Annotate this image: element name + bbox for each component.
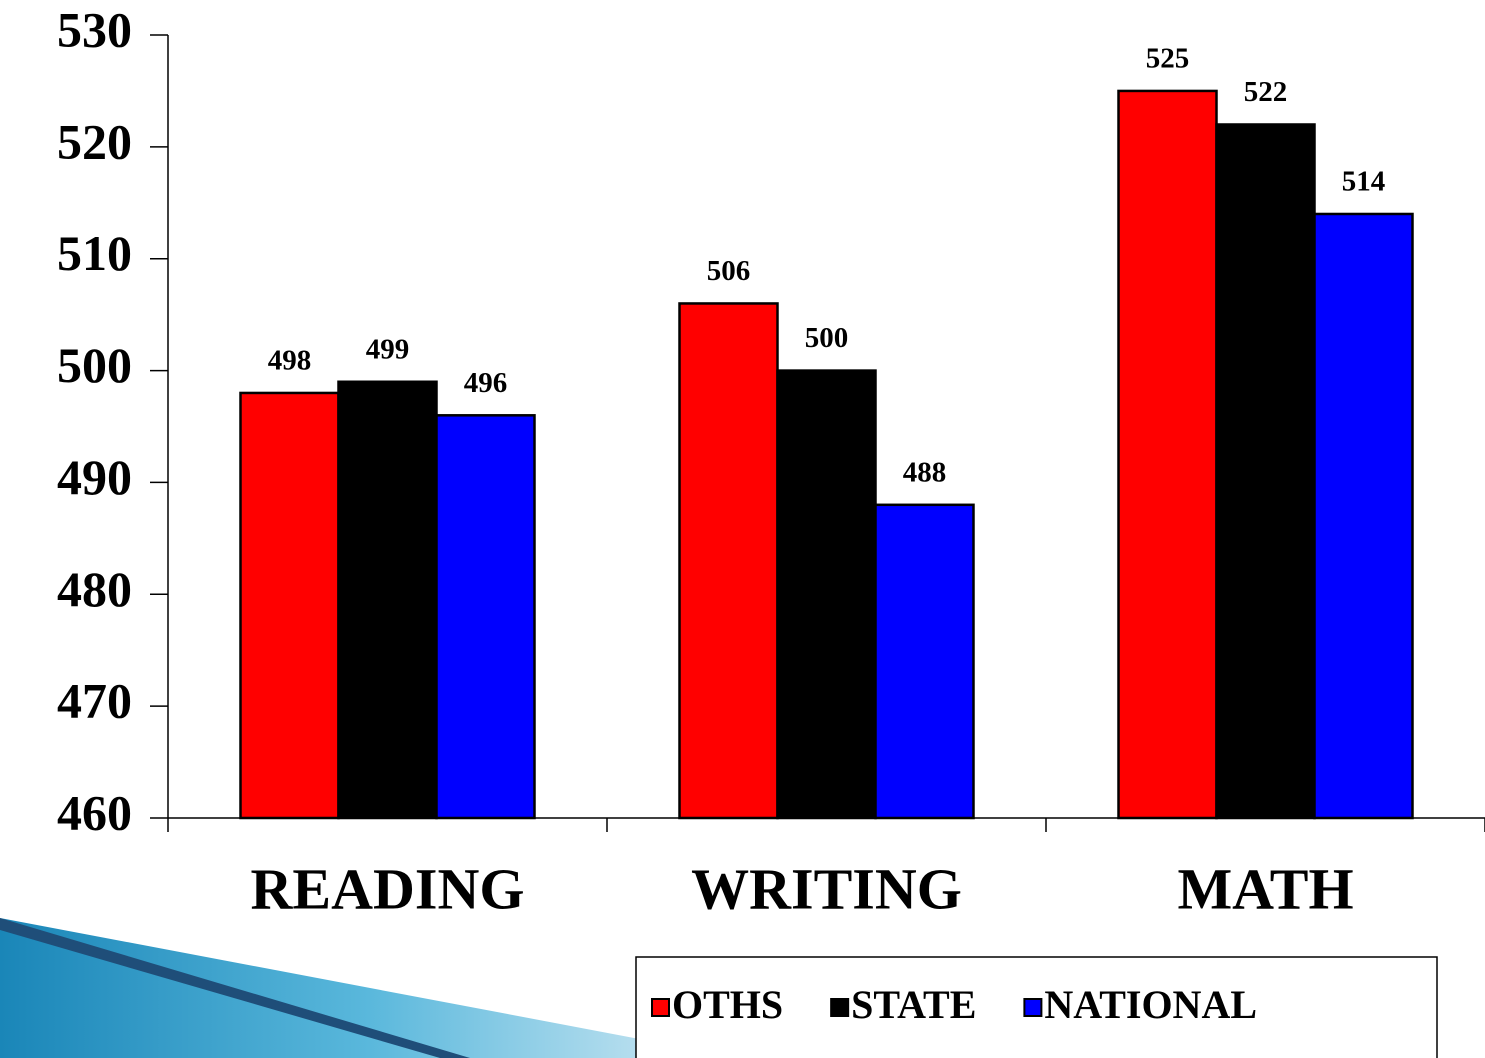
data-label: 525 bbox=[1146, 43, 1190, 75]
y-tick-label: 510 bbox=[57, 225, 132, 281]
legend-swatch bbox=[830, 998, 850, 1017]
y-tick-label: 480 bbox=[57, 561, 132, 617]
decoration-swoosh bbox=[0, 918, 740, 1058]
y-tick-label: 490 bbox=[57, 449, 132, 505]
bar bbox=[239, 391, 340, 820]
y-tick-label: 520 bbox=[57, 113, 132, 169]
legend-label: STATE bbox=[851, 982, 976, 1027]
x-tick-label: WRITING bbox=[691, 856, 962, 921]
bar bbox=[776, 369, 877, 820]
legend-swatch bbox=[1023, 998, 1043, 1017]
legend-label: NATIONAL bbox=[1044, 982, 1257, 1027]
bar bbox=[1117, 89, 1218, 820]
data-label: 496 bbox=[464, 367, 508, 399]
bar bbox=[1313, 212, 1414, 820]
x-tick-label: READING bbox=[251, 856, 525, 921]
data-label: 522 bbox=[1244, 76, 1288, 108]
y-tick-label: 530 bbox=[57, 1, 132, 57]
y-tick-label: 470 bbox=[57, 673, 132, 729]
data-label: 514 bbox=[1342, 166, 1386, 198]
data-label: 498 bbox=[268, 345, 312, 377]
bar bbox=[678, 302, 779, 820]
data-label: 500 bbox=[805, 322, 849, 354]
bar bbox=[435, 414, 536, 820]
legend-label: OTHS bbox=[672, 982, 783, 1027]
y-tick-label: 500 bbox=[57, 337, 132, 393]
bar bbox=[337, 380, 438, 820]
data-label: 499 bbox=[366, 333, 410, 365]
bar bbox=[874, 503, 975, 820]
data-label: 506 bbox=[707, 255, 751, 287]
bar bbox=[1215, 123, 1316, 820]
decoration-swoosh-edge bbox=[0, 918, 470, 1058]
y-tick-label: 460 bbox=[57, 784, 132, 840]
data-label: 488 bbox=[903, 456, 947, 488]
legend-swatch bbox=[651, 998, 670, 1017]
x-tick-label: MATH bbox=[1177, 856, 1353, 921]
